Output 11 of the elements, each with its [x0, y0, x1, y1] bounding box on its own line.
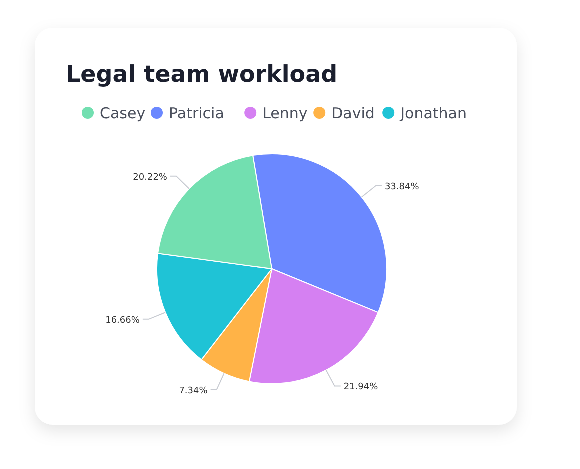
legend-label: Patricia: [169, 104, 224, 122]
data-label: 20.22%: [133, 172, 168, 183]
data-label: 7.34%: [179, 386, 208, 397]
data-label: 16.66%: [106, 316, 140, 326]
legend-label: Lenny: [262, 104, 308, 122]
data-label: 33.84%: [384, 182, 420, 193]
legend-label: Casey: [100, 104, 146, 122]
legend-label: David: [332, 104, 375, 122]
chart-title: Legal team workload: [66, 62, 338, 88]
data-label: 21.94%: [344, 382, 379, 393]
legend-label: Jonathan: [400, 104, 467, 122]
